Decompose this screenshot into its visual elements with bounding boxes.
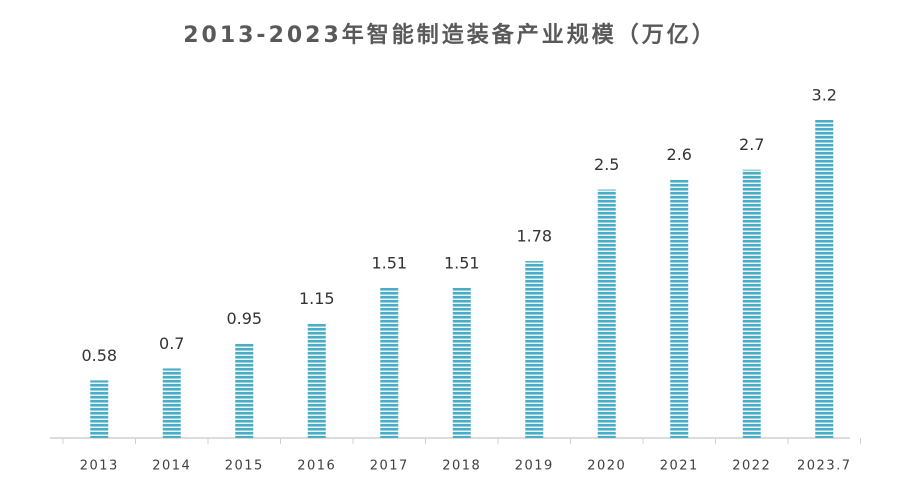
x-tick-label: 2019 xyxy=(515,459,554,474)
value-label: 0.58 xyxy=(81,346,117,365)
bar xyxy=(525,261,544,438)
x-tick-label: 2016 xyxy=(297,459,336,474)
bar xyxy=(162,368,181,438)
chart-title: 2013-2023年智能制造装备产业规模（万亿） xyxy=(183,22,717,48)
bar xyxy=(380,287,399,438)
value-label: 2.7 xyxy=(739,135,764,154)
x-tick-label: 2013 xyxy=(80,459,119,474)
bar xyxy=(597,189,616,438)
value-label: 3.2 xyxy=(812,86,837,105)
value-label: 0.7 xyxy=(159,334,184,353)
value-label: 1.51 xyxy=(444,253,480,272)
bar xyxy=(670,179,689,438)
x-tick-label: 2020 xyxy=(587,459,626,474)
value-label: 2.6 xyxy=(667,145,692,164)
x-tick-label: 2015 xyxy=(225,459,264,474)
x-tick-label: 2023.7 xyxy=(797,459,852,474)
value-label: 2.5 xyxy=(594,155,619,174)
value-label: 1.78 xyxy=(516,227,552,246)
bar xyxy=(235,343,254,438)
bar xyxy=(90,380,109,438)
value-label: 1.15 xyxy=(299,289,335,308)
x-tick-label: 2022 xyxy=(732,459,771,474)
value-label: 0.95 xyxy=(226,309,262,328)
bar xyxy=(452,287,471,438)
value-label: 1.51 xyxy=(371,253,407,272)
x-tick-label: 2017 xyxy=(370,459,409,474)
x-tick-label: 2014 xyxy=(152,459,191,474)
bar xyxy=(742,169,761,438)
x-tick-label: 2018 xyxy=(442,459,481,474)
bar xyxy=(815,120,834,438)
bar xyxy=(307,323,326,438)
x-tick-label: 2021 xyxy=(660,459,699,474)
